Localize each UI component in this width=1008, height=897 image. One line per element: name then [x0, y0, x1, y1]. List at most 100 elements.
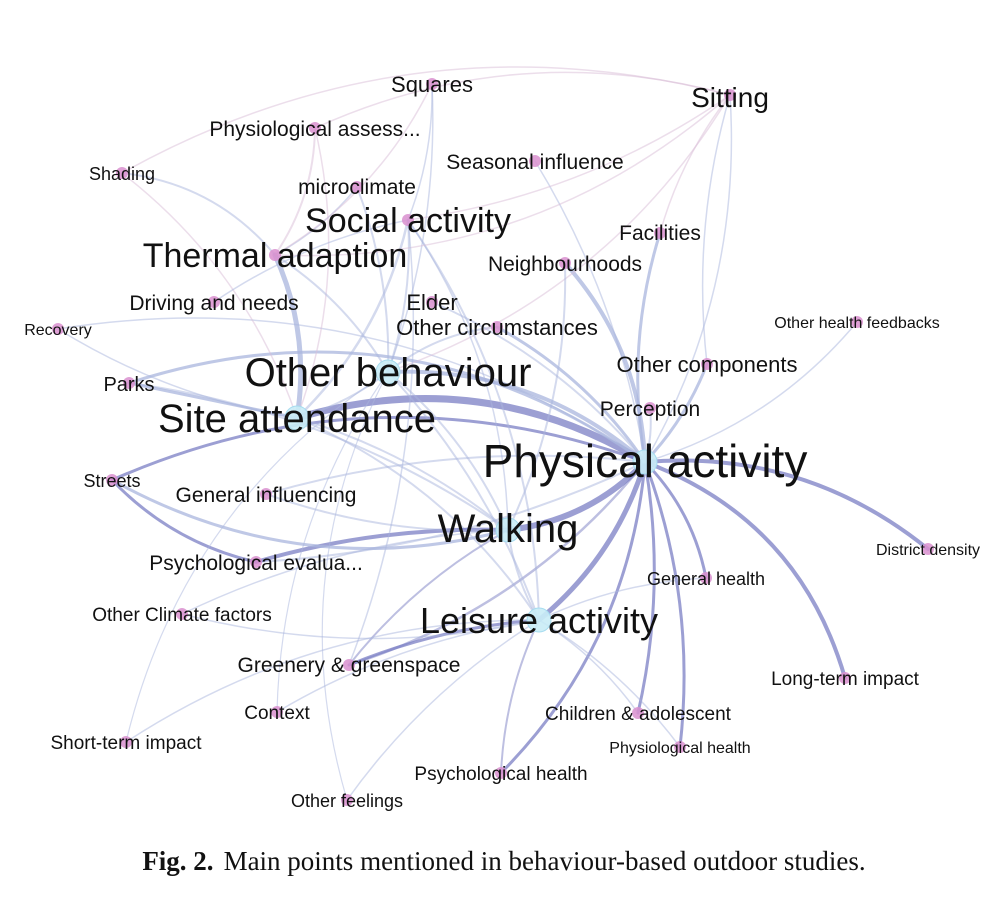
- node-walking: [495, 517, 521, 543]
- figure-caption-label: Fig. 2.: [142, 846, 214, 876]
- edge-social_activity-squares: [407, 83, 433, 221]
- node-other_feelings: [341, 794, 353, 806]
- edge-short_term_impact-other_behaviour: [125, 371, 389, 743]
- node-general_influencing: [260, 488, 272, 500]
- node-label-other_behaviour: Other behaviour: [245, 351, 532, 395]
- edge-physical_activity-district_density: [643, 458, 930, 551]
- node-label-physiological_assess: Physiological assess...: [209, 118, 420, 141]
- node-physiological_health: [674, 741, 686, 753]
- edge-site_attendance-thermal_adaption: [272, 252, 304, 421]
- edge-layer: [57, 66, 930, 801]
- node-district_density: [922, 543, 934, 555]
- node-context: [271, 706, 283, 718]
- node-recovery: [52, 323, 64, 335]
- node-leisure_activity: [526, 607, 552, 633]
- edge-leisure_activity-social_activity: [407, 219, 540, 621]
- keyword-network-graph: Squares Sitting Physiological assess... Sea…: [24, 66, 980, 811]
- edge-parks-walking: [128, 382, 509, 531]
- node-general_health: [700, 572, 712, 584]
- figure-caption-text: Main points mentioned in behaviour-based…: [223, 846, 866, 876]
- edge-thermal_adaption-squares: [274, 83, 433, 256]
- node-label-social_activity: Social activity: [305, 202, 511, 240]
- edge-physical_activity-general_influencing: [265, 454, 646, 495]
- node-squares: [426, 78, 438, 90]
- node-label-other_circumstances: Other circumstances: [396, 315, 598, 340]
- node-label-district_density: District density: [876, 542, 980, 559]
- node-site_attendance: [284, 405, 310, 431]
- edge-social_activity-sitting: [407, 94, 731, 221]
- edge-other_behaviour-thermal_adaption: [274, 254, 389, 373]
- node-label-facilities: Facilities: [619, 222, 701, 245]
- edge-physical_activity-neighbourhoods: [563, 261, 647, 464]
- edge-physical_activity-streets: [110, 415, 647, 482]
- node-label-physiological_health: Physiological health: [609, 740, 750, 757]
- node-parks: [123, 377, 135, 389]
- figure-caption: Fig. 2. Main points mentioned in behaviou…: [0, 846, 1008, 877]
- edge-physical_activity-site_attendance: [293, 395, 649, 466]
- edge-streets-psychological_evalua: [110, 478, 258, 564]
- node-label-walking: Walking: [438, 507, 579, 551]
- node-perception: [644, 402, 656, 414]
- edge-other_behaviour-other_circumstances: [387, 326, 498, 373]
- node-label-other_health_feedbacks: Other health feedbacks: [774, 315, 939, 332]
- node-label-other_components: Other components: [617, 352, 798, 377]
- node-other_components: [701, 358, 713, 370]
- edge-leisure_activity-short_term_impact: [125, 619, 540, 743]
- node-thermal_adaption: [269, 249, 281, 261]
- edge-walking-other_climate_factors: [181, 529, 509, 615]
- node-label-thermal_adaption: Thermal adaption: [143, 237, 408, 275]
- edge-leisure_activity-physiological_health: [538, 619, 681, 748]
- node-physical_activity: [632, 449, 658, 475]
- edge-walking-greenery_greenspace: [348, 529, 509, 666]
- node-label-elder: Elder: [406, 290, 457, 315]
- edge-other_feelings-other_behaviour: [321, 371, 389, 801]
- node-greenery_greenspace: [343, 659, 355, 671]
- node-microclimate: [351, 181, 363, 193]
- node-label-children_adolescent: Children & adolescent: [545, 704, 732, 725]
- edge-leisure_activity-other_climate_factors: [181, 613, 540, 640]
- node-label-shading: Shading: [89, 164, 155, 184]
- edge-thermal_adaption-physiological_assess: [274, 127, 316, 256]
- node-streets: [106, 474, 118, 486]
- node-label-psychological_health: Psychological health: [414, 764, 587, 785]
- edge-leisure_activity-context: [276, 619, 540, 713]
- edge-thermal_adaption-shading: [121, 172, 276, 256]
- edge-physical_activity-other_health_feedbacks: [644, 321, 858, 463]
- node-label-recovery: Recovery: [24, 322, 92, 339]
- edge-leisure_activity-other_feelings: [346, 619, 540, 801]
- edge-leisure_activity-psychological_health: [500, 619, 540, 774]
- edge-leisure_activity-general_health: [538, 577, 707, 621]
- edge-physical_activity-children_adolescent: [636, 460, 656, 715]
- node-long_term_impact: [839, 672, 851, 684]
- node-other_behaviour: [375, 359, 401, 385]
- edge-other_behaviour-squares: [387, 83, 434, 373]
- node-label-general_influencing: General influencing: [176, 484, 357, 507]
- edge-context-other_behaviour: [276, 371, 389, 713]
- node-psychological_health: [495, 767, 507, 779]
- node-label-seasonal_influence: Seasonal influence: [446, 151, 623, 174]
- node-other_circumstances: [491, 321, 503, 333]
- edge-social_activity-driving_needs: [213, 219, 409, 303]
- edge-physical_activity-other_behaviour: [386, 369, 647, 464]
- edge-sitting-shading: [121, 66, 731, 174]
- node-children_adolescent: [632, 707, 644, 719]
- edge-sitting-facilities: [659, 94, 731, 234]
- edge-other_behaviour-leisure_activity: [387, 371, 540, 621]
- node-label-microclimate: microclimate: [298, 176, 416, 199]
- node-label-sitting: Sitting: [691, 82, 769, 113]
- edge-greenery_greenspace-social_activity: [348, 219, 415, 666]
- edge-physical_activity-other_circumstances: [495, 325, 647, 464]
- label-layer: Squares Sitting Physiological assess... Sea…: [24, 72, 980, 811]
- node-layer: [52, 78, 934, 806]
- edge-physical_activity-facilities: [636, 231, 662, 464]
- edge-physical_activity-elder: [431, 301, 646, 463]
- edge-physical_activity-general_health: [643, 460, 708, 580]
- node-sitting: [724, 89, 736, 101]
- edge-other_behaviour-walking: [387, 371, 509, 531]
- node-label-leisure_activity: Leisure activity: [420, 600, 658, 641]
- node-label-other_climate_factors: Other Climate factors: [92, 605, 272, 626]
- edge-walking-psychological_evalua: [254, 527, 510, 564]
- node-neighbourhoods: [559, 257, 571, 269]
- node-label-long_term_impact: Long-term impact: [771, 669, 920, 690]
- edge-walking-general_influencing: [265, 493, 509, 532]
